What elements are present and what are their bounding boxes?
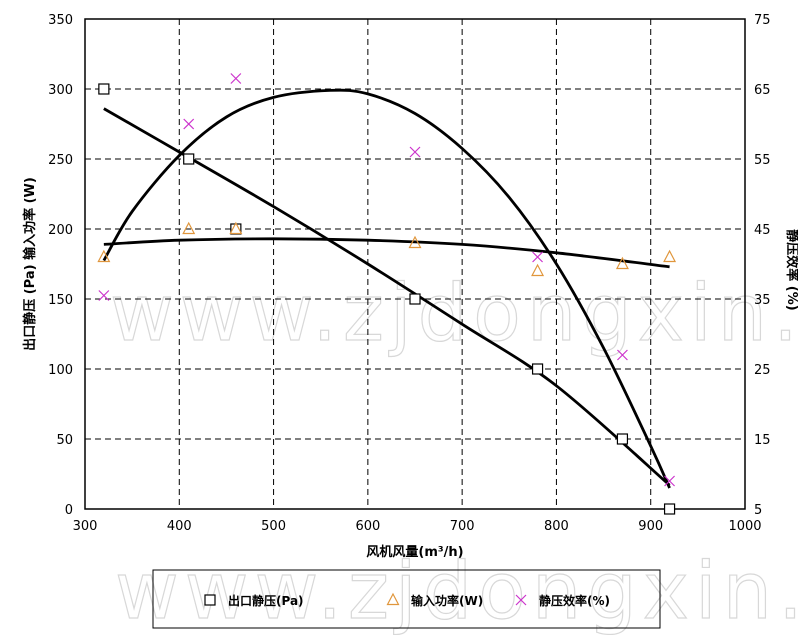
static-pressure-point (98, 83, 110, 95)
y-axis-title-left: 出口静压 (Pa) 输入功率 (W) (22, 177, 38, 351)
x-axis-title: 风机风量(m³/h) (366, 544, 463, 560)
x-tick-label: 1000 (728, 519, 761, 534)
y-tick-label: 300 (48, 83, 73, 98)
y2-tick-label: 35 (754, 293, 771, 308)
y-tick-label: 200 (48, 223, 73, 238)
legend-marker-static-pressure (204, 594, 216, 606)
x-tick-label: 600 (355, 519, 380, 534)
static-efficiency-point (532, 251, 543, 263)
legend-marker-static-efficiency (515, 594, 527, 606)
y2-tick-label: 45 (754, 223, 771, 238)
y-tick-label: 50 (56, 433, 73, 448)
static-efficiency-point (230, 73, 242, 84)
x-tick-label: 300 (73, 519, 98, 534)
x-tick-label: 400 (167, 519, 192, 534)
static-pressure-point (616, 433, 629, 445)
x-tick-label: 800 (544, 519, 569, 534)
static-pressure-point (409, 293, 421, 305)
legend-label-input-power: 输入功率(W) (411, 593, 483, 608)
y2-tick-label: 5 (754, 503, 762, 518)
static-pressure-point (183, 153, 195, 165)
input-power-point (229, 221, 243, 235)
watermark: www.zjdongxin.com www.zjdongxin.com (109, 268, 798, 635)
legend-marker-input-power (386, 592, 400, 606)
x-tick-label: 900 (638, 519, 663, 534)
legend: 出口静压(Pa) 输入功率(W) 静压效率(%) (152, 569, 661, 629)
legend-label-static-efficiency: 静压效率(%) (539, 593, 610, 608)
watermark-text-upper: www.zjdongxin.com (110, 269, 798, 359)
legend-label-static-pressure: 出口静压(Pa) (228, 593, 304, 608)
static-efficiency-point (617, 349, 628, 361)
axes: 300 400 500 600 700 800 900 1000 0 50 100 150 200 250… (48, 13, 770, 534)
y2-tick-label: 75 (754, 13, 771, 28)
plot-frame (84, 18, 746, 510)
y2-tick-label: 25 (754, 363, 771, 378)
y2-tick-label: 15 (754, 433, 771, 448)
input-power-point (615, 256, 629, 270)
y-tick-label: 350 (48, 13, 73, 28)
trend-curves (102, 88, 671, 489)
data-markers (97, 73, 677, 515)
static-pressure-point (531, 363, 544, 375)
static-efficiency-point (664, 475, 675, 487)
input-power-point (663, 249, 677, 263)
input-power-point (182, 221, 196, 235)
x-tick-label: 500 (261, 519, 286, 534)
y-tick-label: 100 (48, 363, 73, 378)
input-power-trend-line (103, 237, 670, 269)
input-power-point (408, 235, 422, 249)
static-efficiency-point (409, 146, 421, 158)
input-power-point (531, 263, 545, 277)
watermark-text-lower: www.zjdongxin.com (115, 547, 798, 635)
y-axis-title-right: 静压效率 (%) (784, 229, 798, 310)
x-tick-label: 700 (450, 519, 475, 534)
y2-tick-label: 55 (754, 153, 771, 168)
static-efficiency-point (98, 290, 110, 301)
legend-box (152, 569, 661, 629)
input-power-point (97, 249, 111, 263)
static-efficiency-trend-line (102, 88, 671, 489)
y2-tick-label: 65 (754, 83, 771, 98)
y-tick-label: 250 (48, 153, 73, 168)
static-pressure-point (663, 503, 676, 515)
y-tick-label: 150 (48, 293, 73, 308)
y-tick-label: 0 (65, 503, 73, 518)
static-efficiency-point (183, 118, 195, 130)
